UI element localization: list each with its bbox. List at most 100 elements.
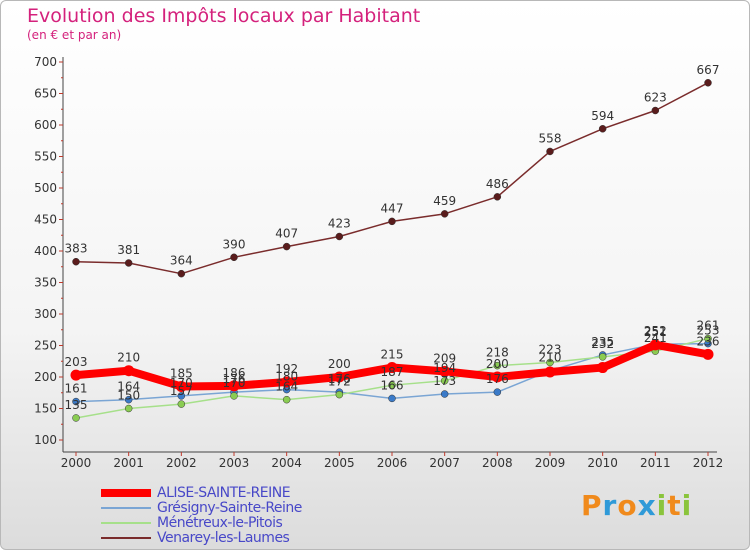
data-label: 210 [117, 351, 140, 365]
series-point-2 [230, 392, 238, 400]
data-label: 261 [697, 319, 720, 333]
series-point-0 [544, 366, 556, 378]
series-point-3 [282, 242, 291, 251]
data-labels-layer: 383 381 364 390 407 423 447 459 486 558 594 623 667 1… [65, 63, 720, 412]
data-label: 173 [433, 374, 456, 388]
legend-swatch [101, 488, 151, 497]
series-point-0 [281, 376, 293, 388]
data-label: 381 [117, 243, 140, 257]
x-tick-label: 2012 [693, 456, 724, 470]
data-label: 150 [117, 389, 140, 403]
series-point-3 [440, 210, 449, 218]
data-label: 176 [486, 372, 509, 386]
series-point-1 [124, 395, 133, 404]
x-tick-label: 2009 [535, 456, 566, 470]
y-tick-label: 650 [34, 87, 57, 101]
data-label: 558 [539, 131, 562, 145]
series-point-0 [175, 380, 187, 392]
data-label: 390 [223, 237, 246, 251]
legend-item: ALISE-SAINTE-REINE [101, 484, 302, 501]
data-label: 253 [697, 324, 720, 338]
axes: 100 150 200 250 300 350 400 450 500 550 600 650 700 2… [34, 55, 723, 470]
data-label: 623 [644, 91, 667, 105]
data-label: 209 [433, 351, 456, 365]
series-point-2 [598, 353, 607, 361]
x-tick-label: 2001 [113, 456, 144, 470]
series-point-3 [651, 106, 660, 115]
logo-letter: i [656, 489, 668, 522]
x-tick-label: 2004 [271, 456, 302, 470]
series-point-1 [72, 397, 80, 406]
data-label: 185 [170, 366, 193, 380]
series-point-0 [333, 371, 345, 383]
series-point-3 [546, 147, 554, 156]
logo-letter: P [581, 489, 603, 522]
series-point-3 [177, 269, 186, 278]
data-label: 407 [275, 227, 298, 241]
x-tick-label: 2002 [166, 456, 197, 470]
data-label: 164 [275, 380, 298, 394]
series-point-1 [177, 392, 186, 400]
data-label: 236 [697, 334, 720, 348]
series-point-3 [493, 193, 502, 201]
series-point-0 [386, 362, 398, 374]
series-point-3 [388, 217, 396, 226]
series-point-0 [491, 371, 503, 383]
series-point-2 [546, 358, 554, 367]
x-tick-label: 2006 [377, 456, 408, 470]
legend-swatch [101, 506, 151, 509]
logo-letter: t [667, 489, 682, 522]
y-tick-label: 600 [34, 118, 57, 132]
legend: ALISE-SAINTE-REINE Grésigny-Sainte-Reine M… [101, 484, 302, 546]
legend-label: Ménétreux-le-Pitois [157, 514, 283, 531]
series-point-2 [282, 395, 291, 404]
series-point-3 [704, 79, 712, 87]
data-label: 486 [486, 177, 509, 191]
series-layer [70, 79, 714, 422]
legend-swatch [101, 536, 151, 539]
series-point-0 [649, 339, 661, 351]
y-tick-label: 700 [34, 55, 57, 69]
data-label: 170 [223, 376, 246, 390]
legend-label: Grésigny-Sainte-Reine [157, 499, 302, 516]
y-tick-label: 150 [34, 402, 57, 416]
series-point-0 [439, 365, 451, 377]
series-point-2 [440, 377, 449, 385]
data-label: 161 [65, 382, 88, 396]
data-label: 235 [591, 335, 614, 349]
series-point-3 [124, 259, 133, 267]
y-tick-label: 250 [34, 339, 57, 353]
legend-item: Venarey-les-Laumes [101, 530, 302, 546]
series-point-0 [702, 348, 714, 360]
logo-letter: r [602, 489, 618, 522]
data-label: 251 [644, 325, 667, 339]
data-label: 176 [328, 372, 351, 386]
legend-label: ALISE-SAINTE-REINE [157, 484, 291, 501]
logo-letter: x [637, 489, 657, 522]
series-point-0 [123, 365, 135, 377]
y-tick-label: 550 [34, 150, 57, 164]
y-tick-label: 350 [34, 276, 57, 290]
y-tick-label: 300 [34, 307, 57, 321]
logo-letter: i [681, 489, 693, 522]
data-label: 200 [486, 357, 509, 371]
series-point-2 [493, 361, 502, 370]
series-point-3 [598, 125, 607, 133]
data-label: 667 [697, 63, 720, 77]
y-tick-label: 100 [34, 433, 57, 447]
data-label: 192 [275, 362, 298, 376]
y-tick-label: 200 [34, 370, 57, 384]
logo-letter: o [617, 489, 638, 522]
series-point-1 [440, 390, 449, 398]
data-label: 186 [223, 366, 246, 380]
x-tick-label: 2007 [429, 456, 460, 470]
series-point-3 [335, 232, 344, 241]
series-point-0 [70, 369, 82, 381]
series-point-0 [228, 380, 240, 392]
data-label: 223 [539, 343, 562, 357]
data-label: 172 [328, 375, 351, 389]
series-point-3 [230, 253, 238, 262]
chart-title: Evolution des Impôts locaux par Habitant [27, 5, 421, 27]
series-point-3 [72, 257, 80, 266]
